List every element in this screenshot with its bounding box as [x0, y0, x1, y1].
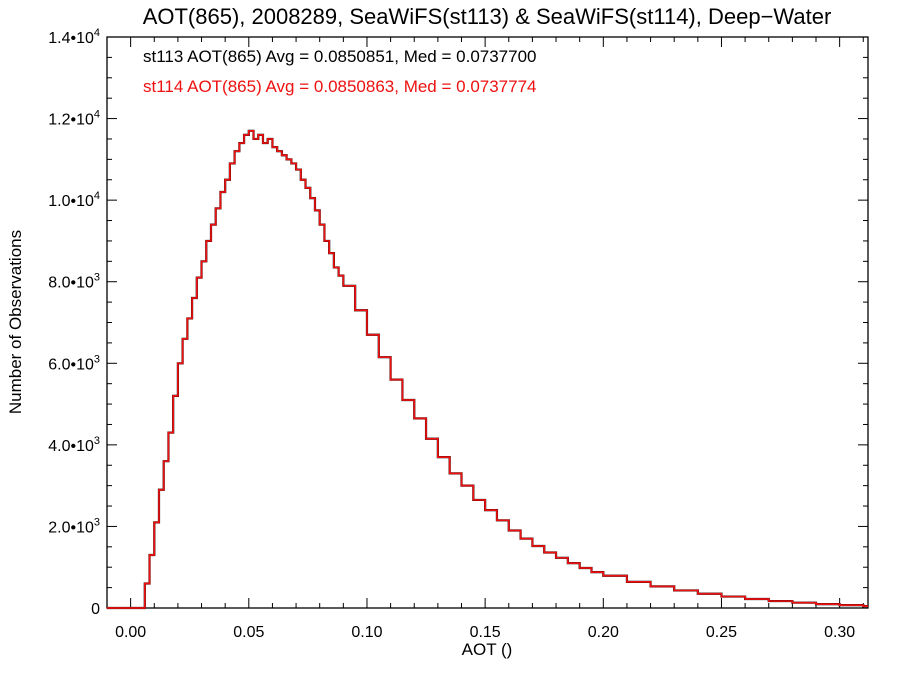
stats-annotation-2: st114 AOT(865) Avg = 0.0850863, Med = 0.… — [143, 77, 537, 96]
chart-title: AOT(865), 2008289, SeaWiFS(st113) & SeaW… — [143, 4, 832, 29]
x-axis-label: AOT () — [462, 640, 513, 659]
y-tick-label: 1.0•104 — [48, 190, 100, 210]
stats-annotation-1: st113 AOT(865) Avg = 0.0850851, Med = 0.… — [143, 47, 537, 66]
series-layer — [107, 129, 868, 610]
y-tick-label: 8.0•103 — [48, 272, 100, 292]
histogram-series-2 — [107, 129, 868, 609]
x-tick-label: 0.15 — [470, 624, 501, 641]
axis-ticks: 0.00 0.05 0.10 0.15 0.20 0.25 0.30 0 2.0•103 4.0•… — [48, 27, 868, 641]
y-tick-label: 0 — [91, 601, 100, 618]
y-axis-label: Number of Observations — [6, 230, 25, 414]
y-tick-label: 6.0•103 — [48, 353, 100, 373]
x-tick-label: 0.30 — [824, 624, 855, 641]
x-tick-label: 0.25 — [706, 624, 737, 641]
x-tick-label: 0.10 — [351, 624, 382, 641]
annotations: st113 AOT(865) Avg = 0.0850851, Med = 0.… — [143, 47, 537, 96]
x-tick-label: 0.20 — [588, 624, 619, 641]
y-tick-label: 1.4•104 — [48, 27, 100, 47]
y-tick-label: 4.0•103 — [48, 435, 100, 455]
plot-frame — [106, 36, 869, 609]
y-tick-label: 2.0•103 — [48, 516, 100, 536]
x-tick-label: 0.05 — [233, 624, 264, 641]
x-tick-label: 0.00 — [115, 624, 146, 641]
y-tick-label: 1.2•104 — [48, 109, 100, 129]
